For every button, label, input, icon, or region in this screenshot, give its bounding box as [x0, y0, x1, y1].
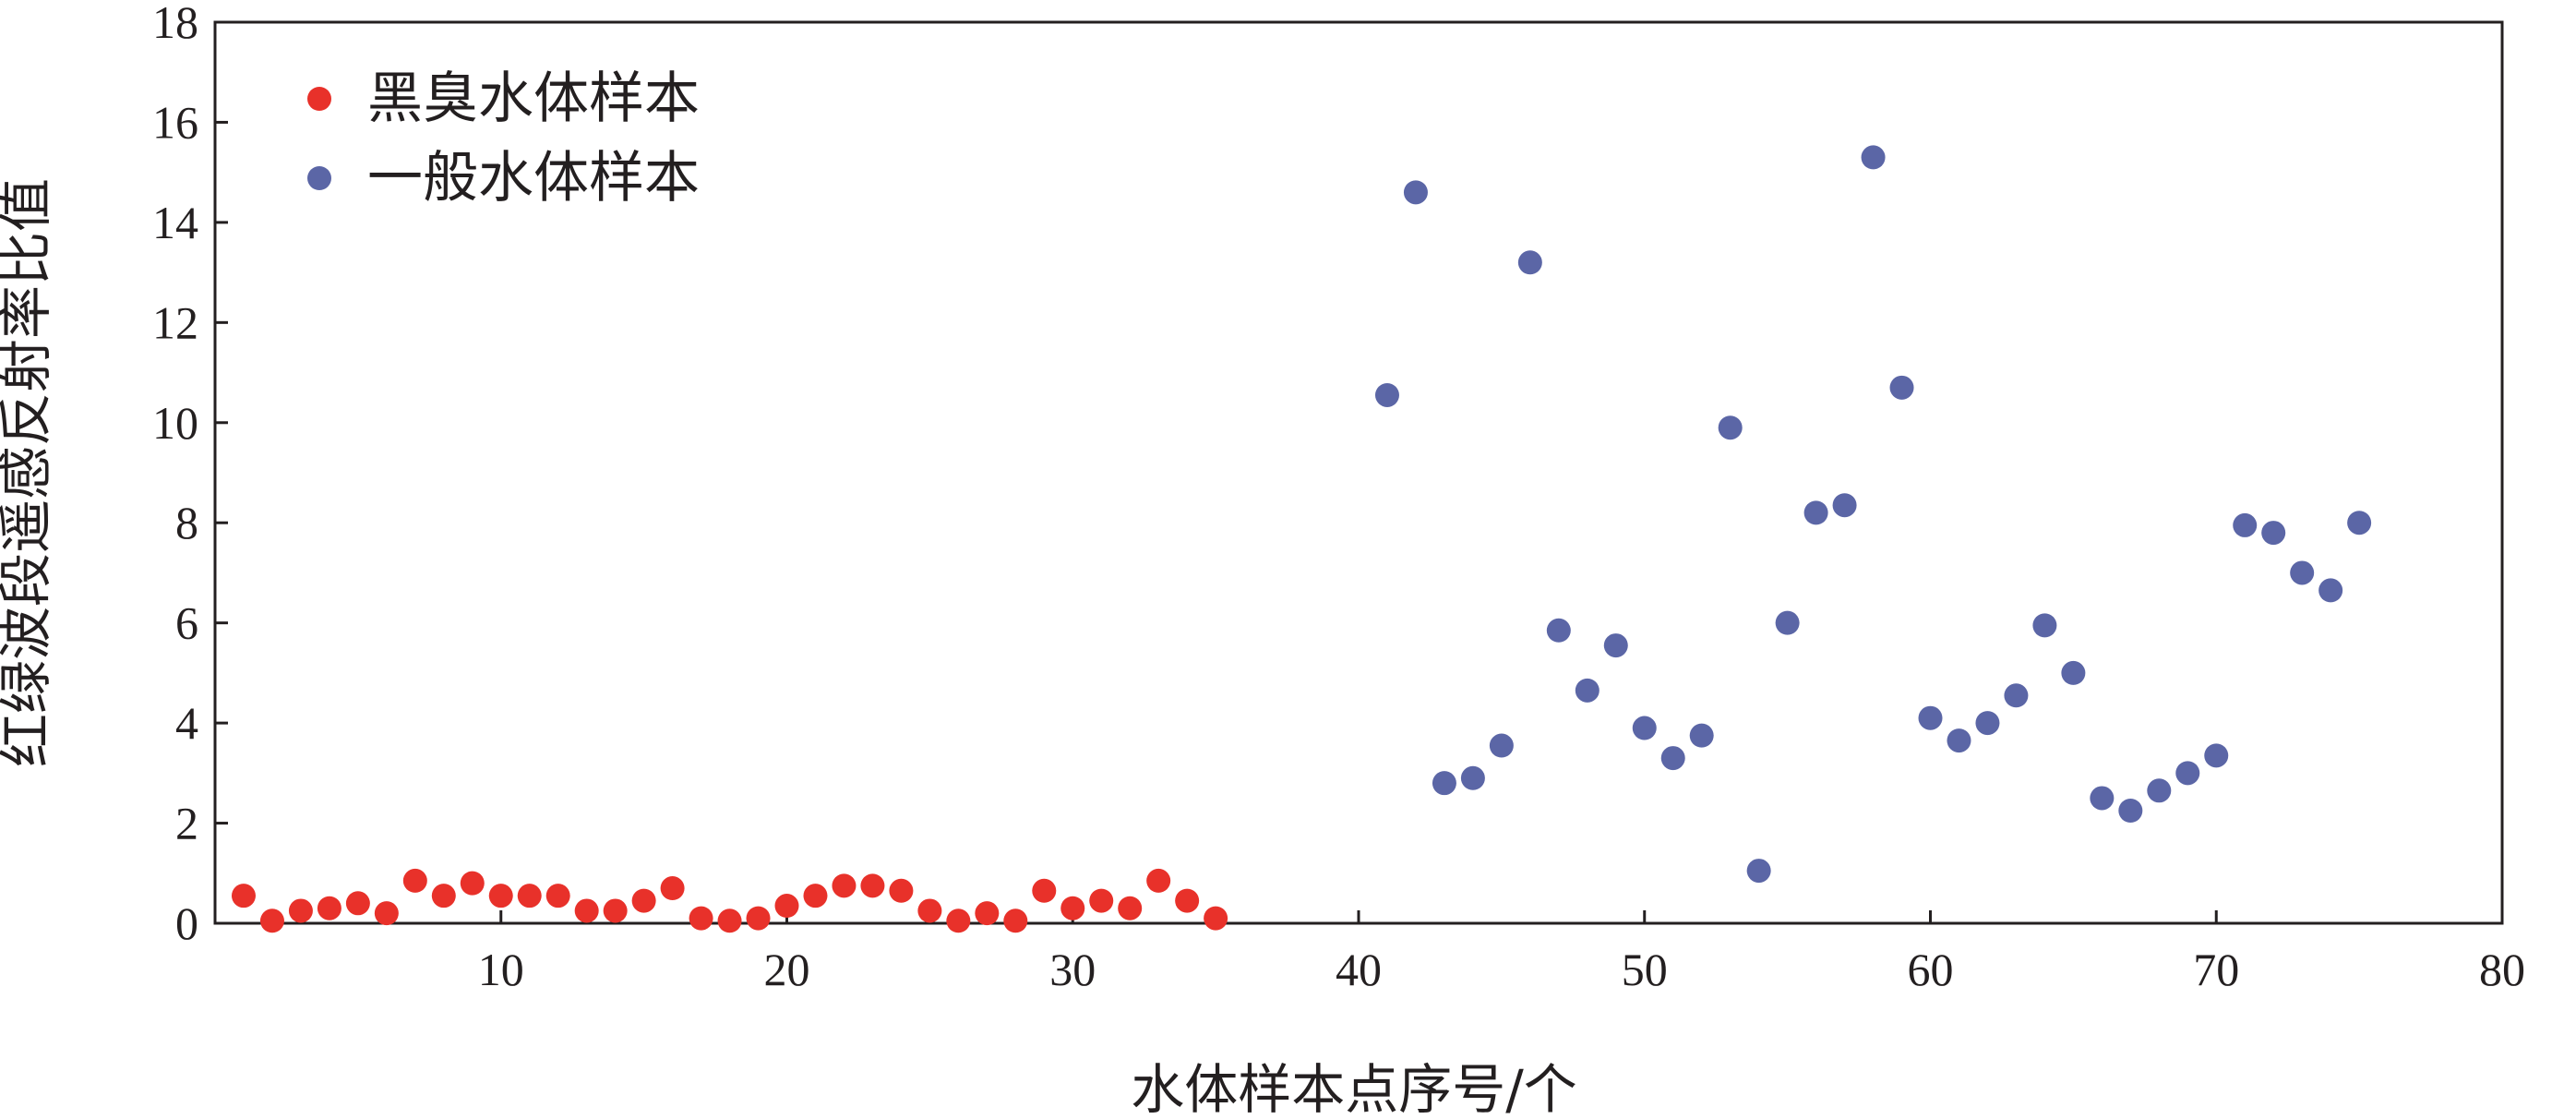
black-odorous-point: [1175, 888, 1200, 913]
x-axis-title: 水体样本点序号/个: [1131, 1058, 1577, 1119]
y-tick-label: 10: [152, 397, 198, 449]
general-water-point: [2061, 660, 2086, 685]
general-water-point: [1517, 250, 1542, 275]
general-water-point: [1889, 375, 1914, 400]
black-odorous-point: [746, 906, 771, 931]
general-water-point: [1832, 493, 1857, 518]
y-tick-label: 0: [175, 897, 198, 949]
black-odorous-point: [860, 873, 885, 898]
x-tick-label: 30: [1049, 944, 1096, 995]
general-water-point: [2261, 521, 2286, 546]
y-tick-label: 16: [152, 96, 198, 148]
black-odorous-point: [517, 884, 542, 908]
black-odorous-point: [431, 884, 456, 908]
black-odorous-point: [1032, 878, 1057, 903]
x-tick-label: 80: [2479, 944, 2525, 995]
black-odorous-point: [317, 896, 341, 920]
black-odorous-point: [1060, 896, 1085, 920]
black-odorous-point: [717, 908, 742, 933]
general-water-point: [1489, 733, 1514, 758]
y-tick-label: 18: [152, 0, 198, 48]
general-water-point: [2118, 799, 2143, 823]
black-odorous-point: [402, 868, 427, 893]
black-odorous-point: [1118, 896, 1143, 920]
black-odorous-point: [231, 884, 256, 908]
black-odorous-point: [1089, 888, 1114, 913]
general-water-point: [1975, 711, 2000, 736]
general-water-point: [1718, 415, 1743, 440]
y-tick-label: 12: [152, 296, 198, 348]
general-water-point: [1374, 382, 1399, 407]
black-odorous-point: [374, 901, 399, 926]
black-odorous-point: [631, 888, 656, 913]
data-points: [231, 145, 2372, 933]
general-water-point: [1775, 610, 1800, 635]
black-odorous-point: [946, 908, 971, 933]
legend-marker-general-water: [307, 166, 331, 190]
x-tick-label: 70: [2193, 944, 2239, 995]
black-odorous-point: [660, 876, 685, 901]
black-odorous-point: [1204, 906, 1228, 931]
y-tick-label: 4: [175, 697, 198, 749]
black-odorous-point: [488, 884, 513, 908]
general-water-point: [1660, 746, 1685, 771]
general-water-point: [2090, 786, 2115, 811]
x-tick-label: 50: [1622, 944, 1668, 995]
black-odorous-point: [345, 891, 370, 916]
axis-ticks: 0 2 4 6 8 10 12 14 16 18 10 20 30 40 50 60 70 80: [152, 0, 2525, 995]
general-water-point: [2347, 511, 2372, 535]
general-water-point: [2290, 560, 2315, 585]
general-water-point: [2318, 578, 2343, 603]
general-water-point: [1603, 633, 1628, 658]
general-water-point: [2204, 743, 2229, 768]
legend-label-black-odorous: 黑臭水体样本: [367, 66, 700, 131]
black-odorous-point: [689, 906, 713, 931]
black-odorous-point: [975, 901, 1000, 926]
legend-label-general-water: 一般水体样本: [367, 146, 700, 211]
black-odorous-point: [460, 871, 485, 896]
black-odorous-point: [545, 884, 570, 908]
general-water-point: [1460, 765, 1485, 790]
general-water-point: [1861, 145, 1886, 170]
y-tick-label: 14: [152, 197, 198, 248]
general-water-point: [2233, 512, 2258, 537]
general-water-point: [1947, 728, 1971, 753]
y-tick-label: 6: [175, 597, 198, 649]
general-water-point: [1575, 678, 1600, 703]
black-odorous-point: [603, 898, 628, 923]
black-odorous-point: [917, 898, 942, 923]
general-water-point: [2004, 683, 2029, 708]
general-water-point: [2032, 613, 2057, 638]
general-water-point: [1689, 723, 1714, 748]
x-tick-label: 60: [1908, 944, 1954, 995]
black-odorous-point: [1003, 908, 1028, 933]
black-odorous-point: [774, 894, 799, 919]
black-odorous-point: [832, 873, 857, 898]
y-tick-label: 8: [175, 497, 198, 548]
black-odorous-point: [1146, 868, 1171, 893]
black-odorous-point: [288, 898, 313, 923]
y-axis-title: 红绿波段遥感反射率比值: [0, 178, 57, 767]
general-water-point: [1632, 716, 1657, 740]
general-water-point: [2175, 761, 2200, 786]
black-odorous-point: [889, 878, 914, 903]
general-water-point: [1918, 705, 1943, 730]
general-water-point: [1803, 500, 1828, 525]
general-water-point: [1432, 771, 1456, 796]
general-water-point: [1746, 859, 1771, 884]
x-tick-label: 40: [1336, 944, 1382, 995]
x-tick-label: 10: [478, 944, 524, 995]
legend-marker-black-odorous: [307, 87, 331, 111]
black-odorous-point: [259, 908, 284, 933]
black-odorous-point: [574, 898, 599, 923]
general-water-point: [1403, 180, 1428, 205]
general-water-point: [2147, 778, 2172, 803]
y-tick-label: 2: [175, 798, 198, 849]
general-water-point: [1546, 618, 1571, 643]
black-odorous-point: [803, 884, 828, 908]
x-tick-label: 20: [764, 944, 810, 995]
legend: 黑臭水体样本 一般水体样本: [307, 66, 700, 211]
